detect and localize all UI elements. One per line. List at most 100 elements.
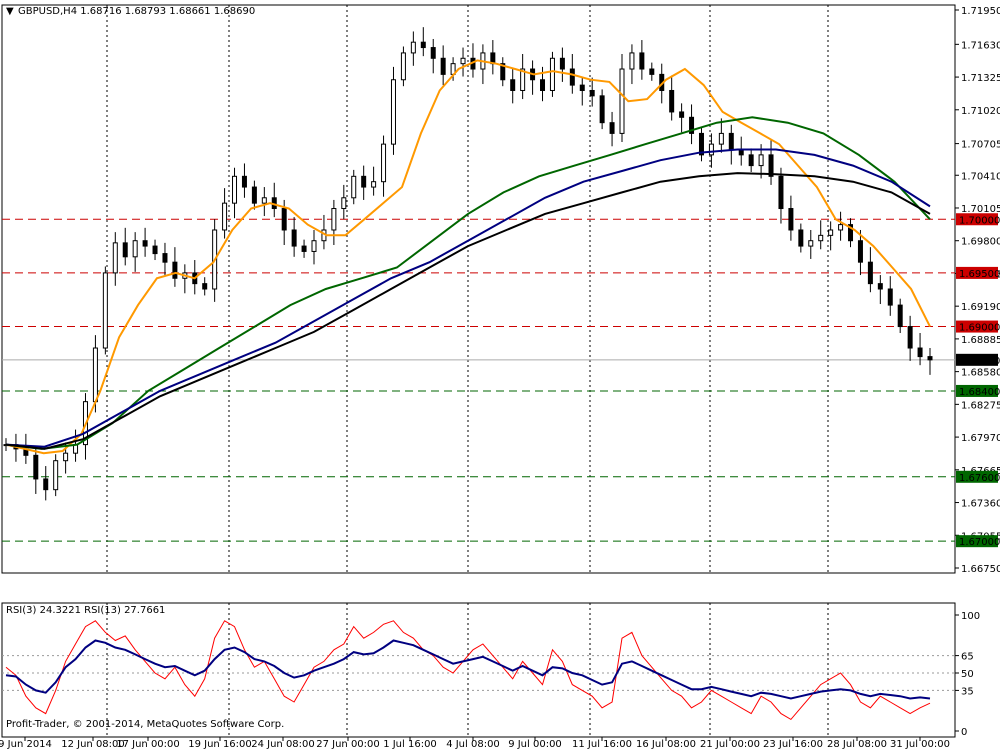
candle-body bbox=[53, 460, 59, 491]
y-tick-label: 1.68580 bbox=[961, 368, 1000, 379]
candle-body bbox=[132, 240, 138, 258]
price-level-box bbox=[956, 470, 998, 483]
current-price-box bbox=[956, 353, 998, 366]
y-tick-label: 1.69800 bbox=[961, 237, 1000, 248]
x-tick-label: 28 Jul 08:00 bbox=[827, 739, 887, 750]
current-price-label: 1.68690 bbox=[959, 356, 1000, 367]
copyright: Profit-Trader, © 2001-2014, MetaQuotes S… bbox=[6, 719, 284, 730]
candle-body bbox=[589, 89, 595, 97]
candle-body bbox=[579, 84, 585, 91]
candle-body bbox=[818, 234, 824, 242]
candle-body bbox=[222, 202, 228, 231]
x-tick-label: 4 Jul 08:00 bbox=[446, 739, 500, 750]
y-tick-label: 1.68885 bbox=[961, 335, 1000, 346]
candle-body bbox=[559, 57, 565, 70]
candle-body bbox=[698, 132, 704, 156]
candle-body bbox=[410, 41, 416, 54]
y-tick-label: 1.71950 bbox=[961, 6, 1000, 17]
x-tick-label: 9 Jul 00:00 bbox=[508, 739, 562, 750]
rsi-panel[interactable] bbox=[1, 602, 956, 738]
y-tick-label: 1.71325 bbox=[961, 73, 1000, 84]
candle-body bbox=[778, 175, 784, 210]
rsi-line-fast bbox=[5, 620, 931, 721]
main-panel-border bbox=[1, 4, 956, 574]
moving-average-orange bbox=[5, 59, 931, 455]
moving-average-green bbox=[5, 116, 931, 450]
candle-body bbox=[251, 186, 257, 204]
y-tick-label: 1.66750 bbox=[961, 564, 1000, 575]
price-level-label: 1.69500 bbox=[959, 269, 1000, 280]
candle-body bbox=[440, 57, 446, 75]
candle-body bbox=[92, 347, 98, 403]
price-level-label: 1.68400 bbox=[959, 387, 1000, 398]
y-tick-label: 1.67360 bbox=[961, 499, 1000, 510]
candle-body bbox=[331, 208, 337, 231]
candle-body bbox=[857, 240, 863, 263]
y-tick-label: 1.70410 bbox=[961, 171, 1000, 182]
x-tick-label: 23 Jul 16:00 bbox=[763, 739, 823, 750]
rsi-y-tick-label: 50 bbox=[961, 669, 974, 680]
x-tick-label: 12 Jun 08:00 bbox=[61, 739, 125, 750]
rsi-header: RSI(3) 24.3221 RSI(13) 27.7661 bbox=[6, 605, 165, 616]
candle-body bbox=[808, 240, 814, 247]
candle-body bbox=[639, 52, 645, 70]
candle-body bbox=[361, 175, 367, 188]
candle-body bbox=[520, 68, 526, 91]
main-panel[interactable] bbox=[1, 4, 956, 574]
price-level-label: 1.67000 bbox=[959, 537, 1000, 548]
candle-body bbox=[649, 68, 655, 75]
candle-body bbox=[281, 208, 287, 231]
candle-body bbox=[420, 41, 426, 49]
candle-body bbox=[848, 224, 854, 242]
candle-body bbox=[679, 111, 685, 118]
rsi-y-tick-label: 100 bbox=[961, 611, 980, 622]
candle-body bbox=[540, 79, 546, 91]
price-level-box bbox=[956, 213, 998, 226]
candle-body bbox=[917, 347, 923, 358]
axis-layer: 1.71950 1.71630 1.71325 1.71020 1.70705 1.704… bbox=[0, 6, 1000, 750]
symbol-header: GBPUSD,H4 1.68716 1.68793 1.68661 1.6869… bbox=[18, 6, 255, 17]
x-tick-label: 31 Jul 00:00 bbox=[890, 739, 950, 750]
candle-body bbox=[63, 452, 69, 462]
rsi-y-tick-label: 0 bbox=[961, 727, 967, 738]
price-level-box bbox=[956, 384, 998, 397]
candle-body bbox=[619, 68, 625, 134]
collapse-triangle-icon[interactable]: ▼ bbox=[6, 6, 14, 17]
candle-body bbox=[768, 154, 774, 177]
y-tick-label: 1.69190 bbox=[961, 302, 1000, 313]
rsi-y-tick-label: 65 bbox=[961, 652, 974, 663]
y-tick-label: 1.71630 bbox=[961, 40, 1000, 51]
price-level-label: 1.70000 bbox=[959, 215, 1000, 226]
x-tick-label: 1 Jul 16:00 bbox=[383, 739, 437, 750]
candle-body bbox=[510, 79, 516, 91]
price-level-label: 1.69000 bbox=[959, 323, 1000, 334]
candle-body bbox=[689, 116, 695, 134]
price-level-label: 1.67600 bbox=[959, 473, 1000, 484]
candle-body bbox=[609, 122, 615, 134]
candle-body bbox=[728, 132, 734, 150]
candle-body bbox=[400, 52, 406, 81]
rsi-panel-border bbox=[1, 602, 956, 738]
candle-body bbox=[877, 283, 883, 290]
candle-body bbox=[669, 89, 675, 113]
x-tick-label: 11 Jul 16:00 bbox=[572, 739, 632, 750]
candle-body bbox=[202, 283, 208, 290]
candle-body bbox=[162, 253, 168, 263]
y-tick-label: 1.70105 bbox=[961, 204, 1000, 215]
x-tick-label: 16 Jul 08:00 bbox=[636, 739, 696, 750]
moving-average-black bbox=[5, 172, 931, 450]
candle-body bbox=[241, 175, 247, 188]
y-tick-label: 1.71020 bbox=[961, 106, 1000, 117]
candle-body bbox=[798, 229, 804, 247]
x-tick-label: 21 Jul 00:00 bbox=[700, 739, 760, 750]
candle-body bbox=[788, 208, 794, 231]
candle-body bbox=[887, 288, 893, 306]
candle-body bbox=[301, 245, 307, 252]
candle-body bbox=[907, 326, 913, 349]
x-tick-label: 19 Jun 16:00 bbox=[188, 739, 252, 750]
x-tick-label: 17 Jun 00:00 bbox=[116, 739, 180, 750]
candle-body bbox=[390, 79, 396, 145]
candle-body bbox=[102, 272, 108, 349]
